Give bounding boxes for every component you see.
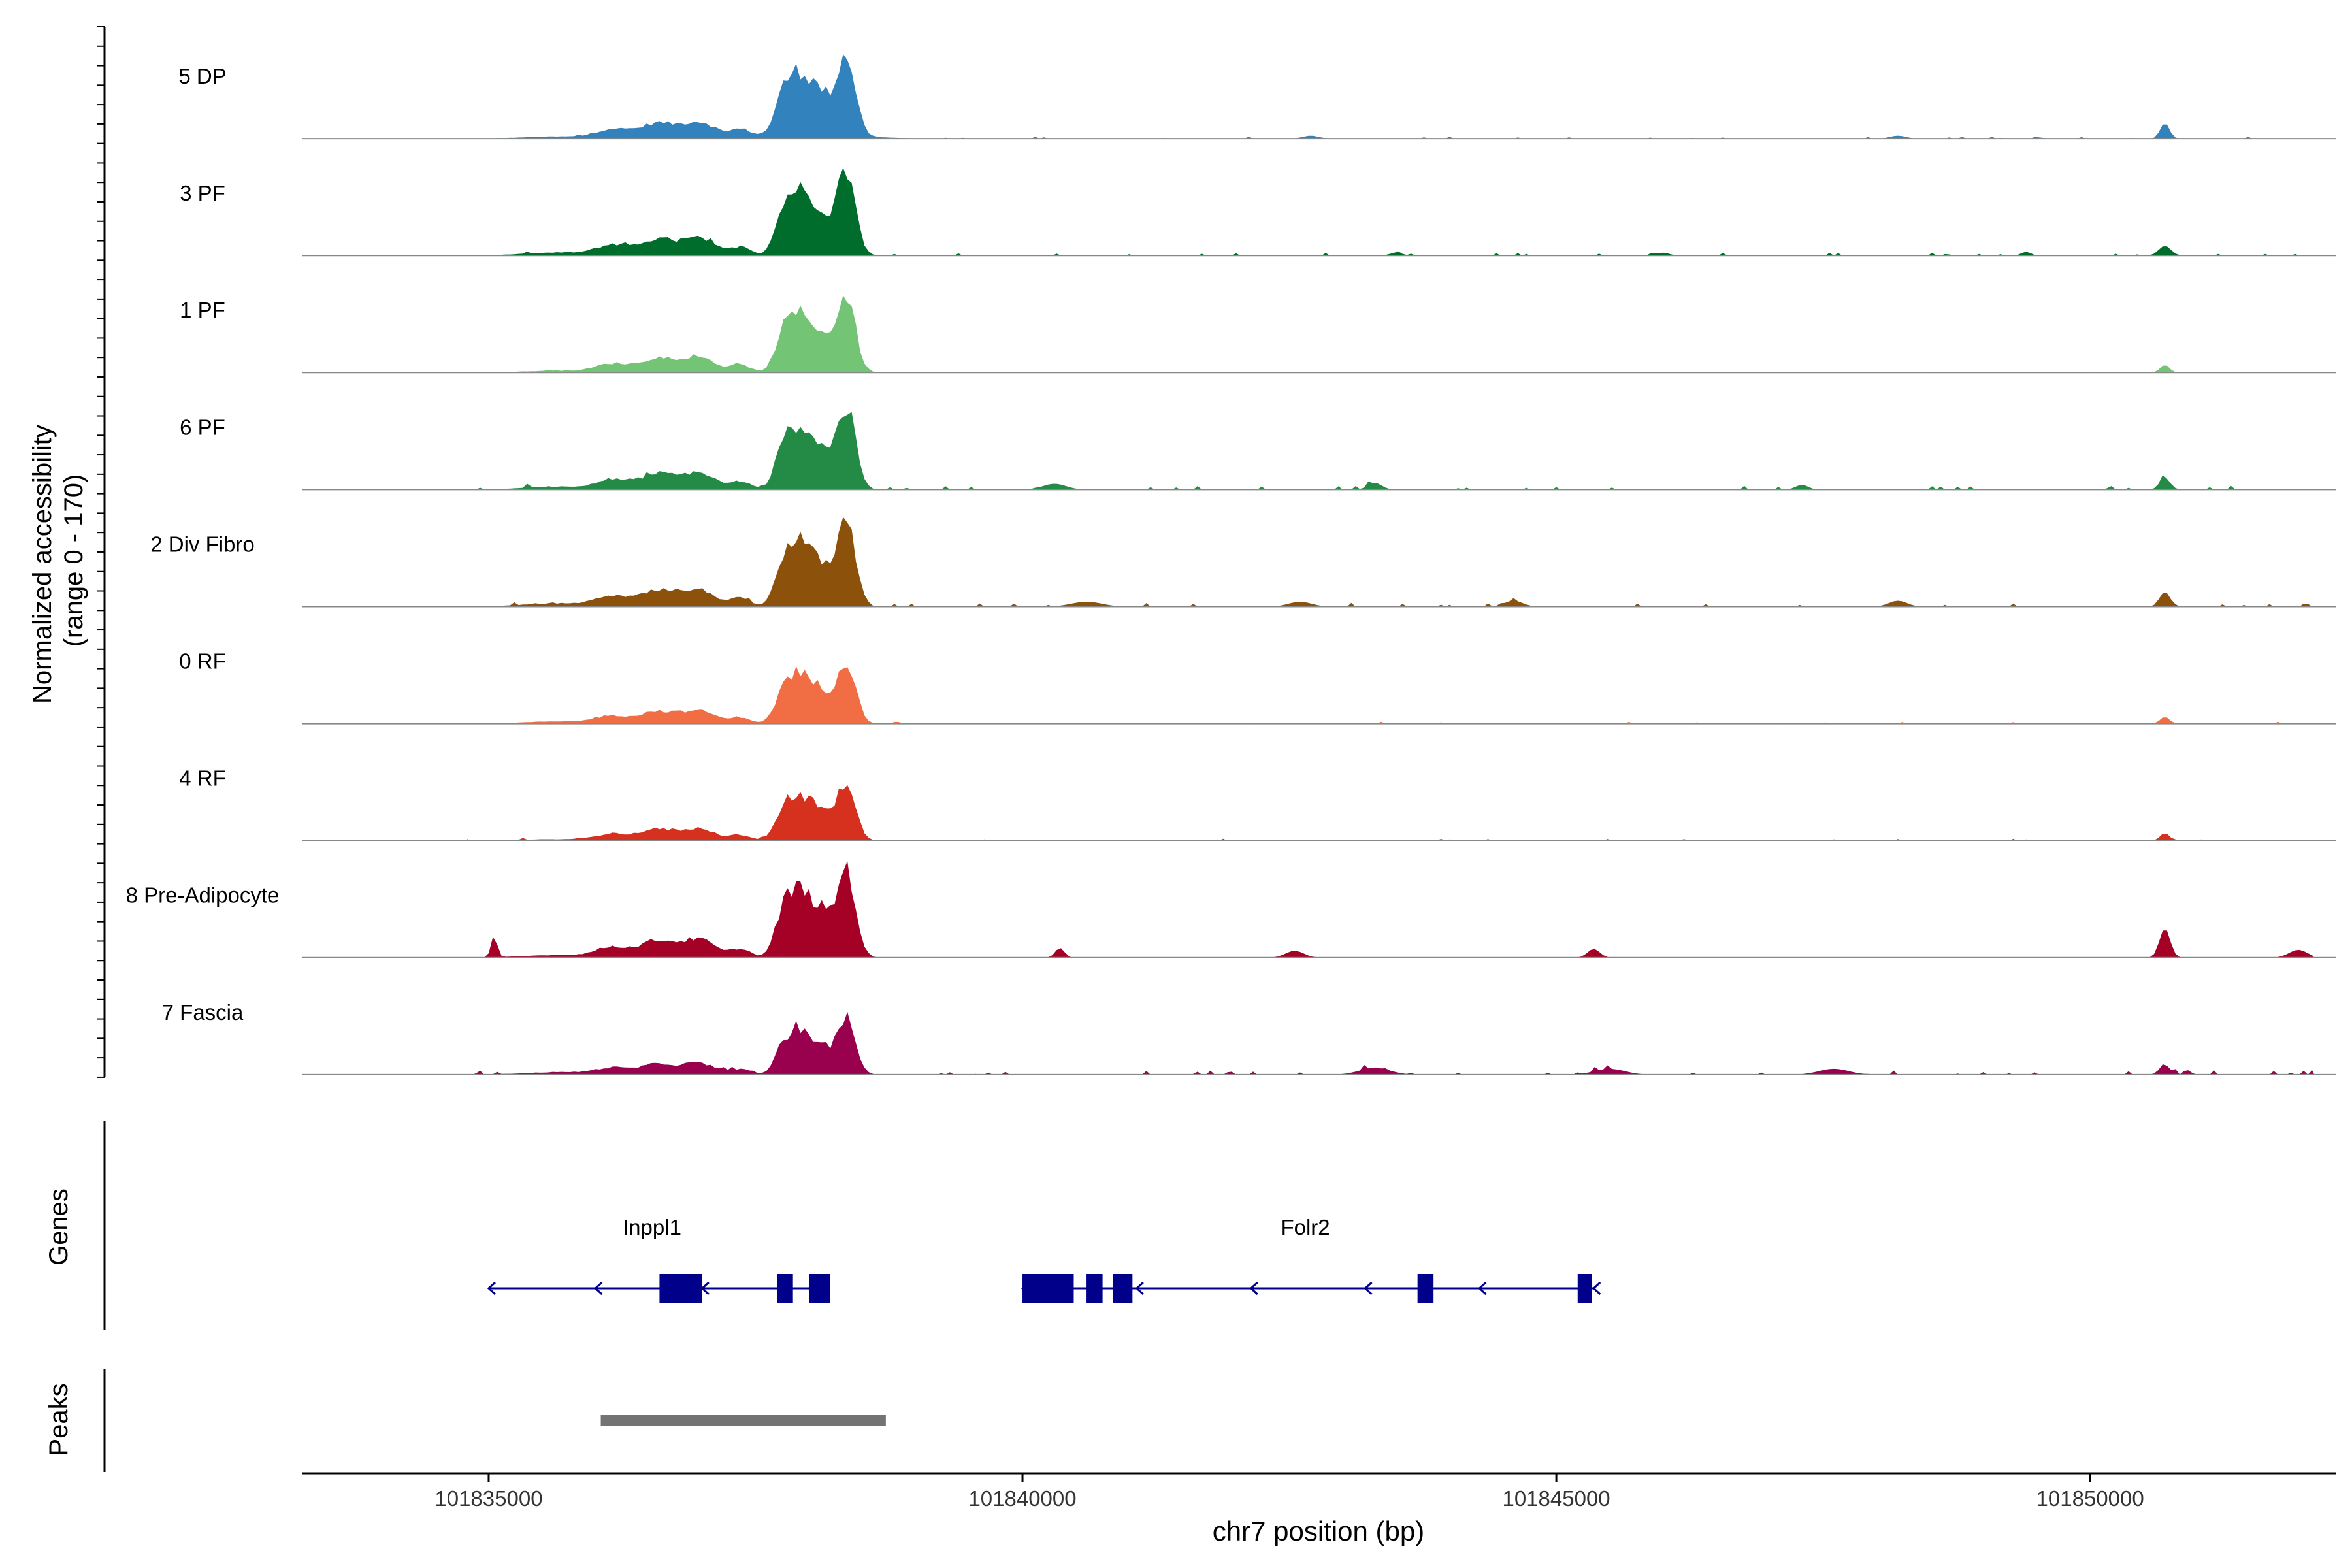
x-axis: 101835000 101840000 101845000 101850000: [434, 1473, 2144, 1511]
gene-label: Inppl1: [623, 1215, 681, 1239]
exon: [1086, 1274, 1103, 1303]
track-7: 4 RF: [179, 766, 2336, 841]
coverage-area: [467, 295, 2315, 373]
exon: [777, 1274, 793, 1303]
coverage-area: [467, 666, 2315, 724]
coverage-area: [467, 1011, 2315, 1075]
x-tick-label: 101840000: [968, 1486, 1076, 1511]
coverage-tracks: 5 DP 3 PF 1 PF 6 PF 2 Div Fibro 0 RF 4 RF 8 Pre…: [126, 54, 2336, 1075]
exon: [1113, 1274, 1133, 1303]
coverage-area: [467, 167, 2315, 256]
gene-inppl1: Inppl1: [487, 1215, 830, 1303]
gene-folr2: Folr2: [1021, 1215, 1601, 1303]
strand-arrow: [594, 1281, 603, 1296]
exon: [1417, 1274, 1434, 1303]
coverage-area: [467, 54, 2315, 139]
coverage-area: [467, 412, 2315, 490]
x-axis-title: chr7 position (bp): [1213, 1516, 1425, 1546]
track-4: 6 PF: [180, 412, 2336, 491]
track-label: 3 PF: [180, 181, 225, 205]
exon: [809, 1274, 830, 1303]
strand-arrow: [1478, 1281, 1487, 1296]
coverage-area: [467, 785, 2315, 841]
exon: [1022, 1274, 1074, 1303]
peak-bar: [600, 1415, 886, 1426]
x-tick-label: 101835000: [434, 1486, 542, 1511]
track-8: 8 Pre-Adipocyte: [126, 860, 2336, 958]
track-label: 4 RF: [179, 766, 226, 791]
track-label: 8 Pre-Adipocyte: [126, 883, 280, 907]
gene-label: Folr2: [1281, 1215, 1330, 1239]
track-label: 6 PF: [180, 415, 225, 439]
peak-regions: [600, 1415, 886, 1426]
track-label: 2 Div Fibro: [150, 532, 255, 556]
y-axis: [97, 26, 106, 1078]
strand-arrow: [1364, 1281, 1373, 1296]
coverage-area: [467, 860, 2315, 958]
x-tick-label: 101845000: [1502, 1486, 1610, 1511]
y-axis-title: Normalized accessibility (range 0 - 170): [28, 417, 88, 704]
track-5: 2 Div Fibro: [150, 517, 2336, 608]
strand-arrow: [1249, 1281, 1258, 1296]
track-2: 3 PF: [180, 167, 2336, 257]
x-tick-label: 101850000: [2036, 1486, 2144, 1511]
peaks-panel-label: Peaks: [44, 1383, 73, 1456]
strand-arrow: [1592, 1281, 1601, 1296]
track-1: 5 DP: [178, 54, 2336, 140]
strand-arrow: [1135, 1281, 1144, 1296]
exon: [659, 1274, 702, 1303]
track-label: 0 RF: [179, 649, 226, 674]
exon: [1577, 1274, 1592, 1303]
track-label: 5 DP: [178, 64, 226, 88]
y-axis-title-line2: (range 0 - 170): [59, 474, 88, 647]
genes-panel-label: Genes: [44, 1188, 73, 1266]
track-6: 0 RF: [179, 649, 2336, 725]
track-9: 7 Fascia: [162, 1000, 2336, 1075]
y-axis-title-line1: Normalized accessibility: [28, 425, 57, 704]
track-3: 1 PF: [180, 295, 2336, 374]
track-label: 7 Fascia: [162, 1000, 244, 1024]
strand-arrow: [487, 1281, 496, 1296]
coverage-area: [467, 517, 2315, 607]
gene-annotations: Inppl1 Folr2: [487, 1215, 1601, 1303]
track-label: 1 PF: [180, 298, 225, 322]
